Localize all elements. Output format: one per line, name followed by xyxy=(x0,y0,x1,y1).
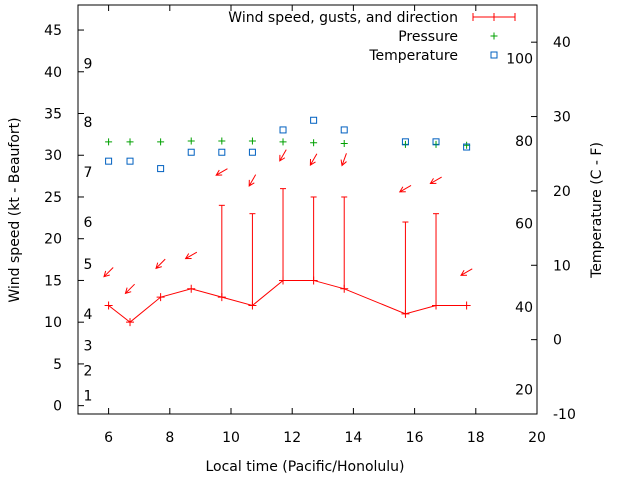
y-tick-label: 45 xyxy=(44,23,62,39)
beaufort-label: 7 xyxy=(84,165,93,181)
temperature-point xyxy=(401,138,409,146)
wind-speed-point xyxy=(104,301,113,310)
wind-speed-point xyxy=(187,284,196,293)
wind-speed-point xyxy=(279,276,288,285)
x-tick-label: 16 xyxy=(406,430,424,446)
wind-direction-arrow xyxy=(103,267,114,278)
temperature-point xyxy=(248,148,256,156)
y2-tick-label: 40 xyxy=(553,35,571,51)
temperature-point xyxy=(218,148,226,156)
x-axis-label: Local time (Pacific/Honolulu) xyxy=(205,459,404,475)
fahrenheit-label: 20 xyxy=(515,382,533,398)
x-tick-label: 8 xyxy=(165,430,174,446)
pressure-point xyxy=(279,138,287,146)
y-tick-label: 0 xyxy=(53,399,62,415)
beaufort-label: 3 xyxy=(84,339,93,355)
temperature-point xyxy=(126,157,134,165)
plot-frame xyxy=(77,4,538,415)
beaufort-label: 6 xyxy=(84,215,93,231)
wind-direction-arrow xyxy=(340,153,347,167)
pressure-point xyxy=(157,138,165,146)
pressure-point xyxy=(340,140,348,148)
fahrenheit-label: 40 xyxy=(515,300,533,316)
temperature-point xyxy=(310,116,318,124)
y-tick-label: 15 xyxy=(44,273,62,289)
y2-tick-label: 20 xyxy=(553,184,571,200)
y2-tick-label: -10 xyxy=(553,407,576,423)
wind-speed-point xyxy=(432,301,441,310)
beaufort-label: 8 xyxy=(84,115,93,131)
wind-speed-point xyxy=(248,301,257,310)
wind-speed-line xyxy=(108,279,467,323)
x-tick-label: 12 xyxy=(283,430,301,446)
wind-speed-point xyxy=(401,309,410,318)
legend-pressure-marker xyxy=(490,32,498,40)
y-tick-label: 10 xyxy=(44,315,62,331)
beaufort-label: 4 xyxy=(84,307,93,323)
beaufort-label: 2 xyxy=(84,364,93,380)
wind-direction-arrow xyxy=(398,184,412,193)
beaufort-label: 1 xyxy=(84,389,93,405)
fahrenheit-label: 100 xyxy=(506,52,533,68)
beaufort-label: 5 xyxy=(84,257,93,273)
legend-wind-marker xyxy=(472,13,516,21)
temperature-point xyxy=(432,138,440,146)
wind-direction-arrow xyxy=(279,149,287,162)
wind-speed-point xyxy=(126,318,135,327)
wind-direction-arrow xyxy=(309,153,318,166)
temperature-point xyxy=(105,157,113,165)
x-tick-label: 6 xyxy=(104,430,113,446)
temperature-point xyxy=(279,126,287,134)
pressure-point xyxy=(105,138,113,146)
y2-axis-label: Temperature (C - F) xyxy=(589,142,605,279)
wind-direction-arrow xyxy=(155,258,166,270)
y-tick-label: 5 xyxy=(53,357,62,373)
wind-speed-point xyxy=(462,301,471,310)
wind-direction-arrow xyxy=(215,168,228,176)
y-tick-label: 30 xyxy=(44,148,62,164)
wind-direction-arrow xyxy=(460,268,473,276)
wind-speed-point xyxy=(156,293,165,302)
pressure-point xyxy=(218,137,226,145)
wind-speed-point xyxy=(309,276,318,285)
fahrenheit-label: 80 xyxy=(515,134,533,150)
temperature-point xyxy=(463,143,471,151)
wind-direction-arrow xyxy=(248,174,257,187)
x-tick-label: 18 xyxy=(467,430,485,446)
legend-pressure-label: Pressure xyxy=(398,29,458,45)
pressure-point xyxy=(126,138,134,146)
y-tick-label: 35 xyxy=(44,107,62,123)
y-tick-label: 25 xyxy=(44,190,62,206)
pressure-point xyxy=(310,139,318,147)
wind-direction-arrow xyxy=(429,176,442,185)
y-tick-label: 20 xyxy=(44,232,62,248)
legend-temperature-label: Temperature xyxy=(368,48,458,64)
x-tick-label: 10 xyxy=(222,430,240,446)
x-tick-label: 14 xyxy=(344,430,362,446)
legend-wind-label: Wind speed, gusts, and direction xyxy=(228,10,458,26)
x-tick-label: 20 xyxy=(528,430,546,446)
pressure-point xyxy=(248,137,256,145)
y2-tick-label: 10 xyxy=(553,258,571,274)
y2-tick-label: 0 xyxy=(553,333,562,349)
y-tick-label: 40 xyxy=(44,65,62,81)
wind-direction-arrow xyxy=(184,251,198,260)
pressure-point xyxy=(463,141,471,149)
y-axis-label: Wind speed (kt - Beaufort) xyxy=(7,117,23,302)
temperature-point xyxy=(157,165,165,173)
temperature-point xyxy=(187,148,195,156)
wind-direction-arrow xyxy=(124,283,135,295)
y2-tick-label: 30 xyxy=(553,110,571,126)
fahrenheit-label: 60 xyxy=(515,217,533,233)
temperature-point xyxy=(340,126,348,134)
wind-speed-point xyxy=(340,284,349,293)
beaufort-label: 9 xyxy=(84,56,93,72)
legend-temperature-marker xyxy=(490,51,498,59)
wind-speed-point xyxy=(217,293,226,302)
pressure-point xyxy=(187,137,195,145)
